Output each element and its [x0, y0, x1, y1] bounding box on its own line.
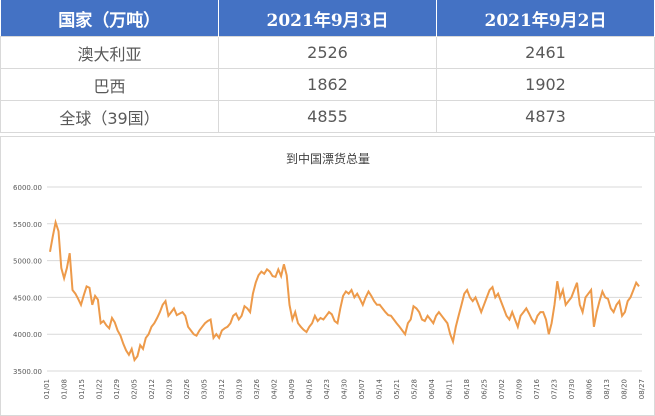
x-tick-label: 02/26 [183, 378, 191, 399]
table-cell: 全球（39国） [0, 100, 219, 133]
table-cell: 2461 [436, 36, 655, 69]
y-tick-label: 4500.00 [13, 294, 42, 302]
x-tick-label: 03/05 [201, 379, 209, 399]
series-line [49, 218, 640, 363]
table-cell: 4855 [218, 100, 437, 133]
table-header-row: 国家（万吨） 2021年9月3日 2021年9月2日 [0, 0, 655, 37]
table-cell: 巴西 [0, 68, 219, 101]
line-chart: 到中国漂货总量 6000.00 5500.00 5000.00 4500.00 4000… [13, 151, 646, 399]
x-tick-label: 08/13 [603, 379, 611, 399]
y-axis: 6000.00 5500.00 5000.00 4500.00 4000.00 3500.… [13, 184, 42, 376]
x-tick-label: 07/30 [568, 379, 576, 399]
x-tick-label: 02/19 [166, 379, 174, 399]
x-tick-label: 02/05 [131, 379, 139, 399]
header-date-2: 2021年9月2日 [436, 0, 655, 37]
x-tick-label: 08/27 [638, 379, 646, 399]
x-tick-label: 04/09 [288, 379, 296, 399]
x-tick-label: 01/29 [113, 379, 121, 399]
x-tick-label: 05/28 [411, 379, 419, 399]
x-tick-label: 06/11 [446, 379, 454, 399]
x-tick-label: 05/21 [393, 379, 401, 399]
y-tick-label: 4000.00 [13, 331, 42, 339]
x-tick-label: 03/26 [253, 378, 261, 399]
x-tick-label: 07/02 [498, 379, 506, 399]
x-tick-label: 07/16 [533, 378, 541, 399]
x-tick-label: 01/08 [61, 379, 69, 399]
table-row: 巴西 1862 1902 [0, 68, 655, 101]
table-cell: 4873 [436, 100, 655, 133]
table-row: 澳大利亚 2526 2461 [0, 36, 655, 69]
x-tick-label: 08/06 [586, 378, 594, 399]
table-row: 全球（39国） 4855 4873 [0, 100, 655, 133]
table-cell: 1902 [436, 68, 655, 101]
x-tick-label: 01/01 [43, 379, 51, 399]
x-tick-label: 04/30 [341, 379, 349, 399]
header-date-1: 2021年9月3日 [218, 0, 437, 37]
chart-title: 到中国漂货总量 [286, 151, 370, 166]
data-table-section: 国家（万吨） 2021年9月3日 2021年9月2日 澳大利亚 2526 246… [0, 0, 655, 133]
x-tick-label: 07/23 [551, 379, 559, 399]
chart-container: 到中国漂货总量 6000.00 5500.00 5000.00 4500.00 4000… [0, 136, 655, 416]
gridlines [47, 186, 642, 372]
x-tick-label: 05/14 [376, 378, 384, 399]
table-cell: 1862 [218, 68, 437, 101]
x-tick-label: 03/19 [236, 379, 244, 399]
table-cell: 澳大利亚 [0, 36, 219, 69]
x-tick-label: 01/15 [78, 379, 86, 399]
x-tick-label: 04/02 [271, 379, 279, 399]
x-tick-label: 01/22 [96, 379, 104, 399]
y-tick-label: 3500.00 [13, 368, 42, 376]
x-tick-label: 05/07 [358, 379, 366, 399]
x-tick-label: 06/18 [463, 379, 471, 399]
x-tick-label: 08/20 [621, 379, 629, 399]
x-tick-label: 06/25 [481, 379, 489, 399]
header-country: 国家（万吨） [0, 0, 219, 37]
x-tick-label: 07/09 [516, 379, 524, 399]
x-tick-label: 04/23 [323, 379, 331, 399]
x-tick-label: 02/12 [148, 379, 156, 399]
x-tick-label: 03/12 [218, 379, 226, 399]
y-tick-label: 5000.00 [13, 258, 42, 266]
y-tick-label: 6000.00 [13, 184, 42, 192]
table-cell: 2526 [218, 36, 437, 69]
data-table: 国家（万吨） 2021年9月3日 2021年9月2日 澳大利亚 2526 246… [0, 0, 655, 133]
y-tick-label: 5500.00 [13, 221, 42, 229]
x-tick-label: 04/16 [306, 378, 314, 399]
x-tick-label: 06/04 [428, 378, 436, 399]
x-axis: 01/01 01/08 01/15 01/22 01/29 02/05 02/12 02/19… [43, 378, 646, 399]
